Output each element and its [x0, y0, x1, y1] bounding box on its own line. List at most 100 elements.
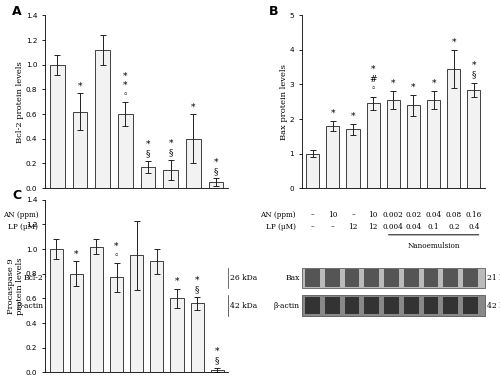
Text: Bcl-2: Bcl-2 [24, 274, 43, 282]
Bar [366, 104, 380, 188]
Bar [50, 65, 65, 188]
Text: ◦: ◦ [114, 251, 119, 260]
Bar [71, 270, 86, 286]
Text: 0.08: 0.08 [446, 210, 462, 218]
Bar [384, 270, 399, 286]
Text: *: * [123, 71, 128, 80]
Bar [116, 270, 131, 286]
Text: B: B [268, 5, 278, 18]
Text: #: # [370, 74, 377, 84]
Text: *: * [123, 81, 128, 90]
Text: 10: 10 [76, 210, 85, 218]
Text: 0.16: 0.16 [466, 210, 482, 218]
Bar [45, 268, 228, 288]
Text: ◦: ◦ [370, 84, 376, 93]
Text: *: * [168, 139, 173, 148]
Text: *: * [432, 79, 436, 88]
Bar [170, 298, 183, 372]
Text: 0.2: 0.2 [448, 223, 460, 231]
Bar [71, 297, 86, 314]
Text: AN (ppm): AN (ppm) [2, 210, 38, 218]
Text: 0.004: 0.004 [383, 223, 404, 231]
Text: –: – [56, 223, 60, 231]
Bar [407, 105, 420, 188]
Text: –: – [331, 223, 334, 231]
Text: C: C [12, 189, 21, 202]
Text: *: * [114, 242, 119, 251]
Bar [130, 255, 143, 372]
Bar [48, 297, 64, 314]
Text: §: § [146, 149, 150, 159]
Bar [326, 126, 340, 188]
Text: 42 kDa: 42 kDa [487, 302, 500, 310]
Bar [447, 69, 460, 188]
Text: AN (ppm): AN (ppm) [260, 210, 296, 218]
Text: Nanoemulsion: Nanoemulsion [156, 242, 208, 250]
Text: β-actin: β-actin [17, 302, 43, 310]
Bar [210, 370, 224, 372]
Bar [208, 182, 223, 188]
Text: 12: 12 [348, 223, 358, 231]
Text: 0.002: 0.002 [138, 210, 158, 218]
Bar [140, 167, 156, 188]
Text: 42 kDa: 42 kDa [230, 302, 258, 310]
Text: *: * [214, 157, 218, 166]
Text: –: – [311, 223, 314, 231]
Text: *: * [411, 83, 416, 91]
Text: *: * [472, 61, 476, 70]
Bar [424, 270, 438, 286]
Text: Nanoemulsion: Nanoemulsion [408, 242, 460, 250]
Bar [346, 129, 360, 188]
Text: *: * [74, 250, 78, 259]
Bar [45, 295, 228, 316]
Text: §: § [214, 167, 218, 176]
Bar [364, 297, 379, 314]
Text: §: § [215, 356, 220, 365]
Text: 10: 10 [120, 210, 130, 218]
Bar [150, 262, 164, 372]
Bar [190, 303, 203, 372]
Text: 0.04: 0.04 [185, 210, 202, 218]
Text: *: * [371, 65, 376, 74]
Bar [139, 270, 154, 286]
Bar [184, 297, 198, 314]
Bar [110, 277, 123, 372]
Text: –: – [351, 210, 355, 218]
Bar [384, 297, 399, 314]
Bar [96, 50, 110, 188]
Text: β-actin: β-actin [274, 302, 300, 310]
Text: A: A [12, 5, 22, 18]
Text: LP (μM): LP (μM) [8, 223, 38, 231]
Text: 0.1: 0.1 [428, 223, 440, 231]
Bar [302, 268, 485, 288]
Text: *: * [78, 82, 82, 91]
Text: *: * [215, 347, 220, 356]
Text: –: – [311, 210, 314, 218]
Bar [206, 270, 221, 286]
Text: 0.04: 0.04 [426, 210, 442, 218]
Text: 26 kDa: 26 kDa [230, 274, 258, 282]
Text: 12: 12 [120, 223, 130, 231]
Bar [48, 270, 64, 286]
Bar [164, 170, 178, 188]
Text: 10: 10 [368, 210, 378, 218]
Bar [325, 270, 340, 286]
Text: ◦: ◦ [122, 90, 128, 99]
Bar [468, 90, 480, 188]
Bar [424, 297, 438, 314]
Bar [364, 270, 379, 286]
Bar [463, 297, 477, 314]
Text: *: * [452, 38, 456, 46]
Bar [116, 297, 131, 314]
Text: *: * [351, 112, 356, 121]
Text: LP (μM): LP (μM) [266, 223, 296, 231]
Text: *: * [174, 277, 179, 286]
Bar [325, 297, 340, 314]
Text: 12: 12 [98, 223, 108, 231]
Text: 12: 12 [368, 223, 378, 231]
Bar [70, 274, 83, 372]
Bar [306, 297, 320, 314]
Text: *: * [195, 276, 200, 285]
Bar [387, 100, 400, 188]
Text: 21 kDa: 21 kDa [487, 274, 500, 282]
